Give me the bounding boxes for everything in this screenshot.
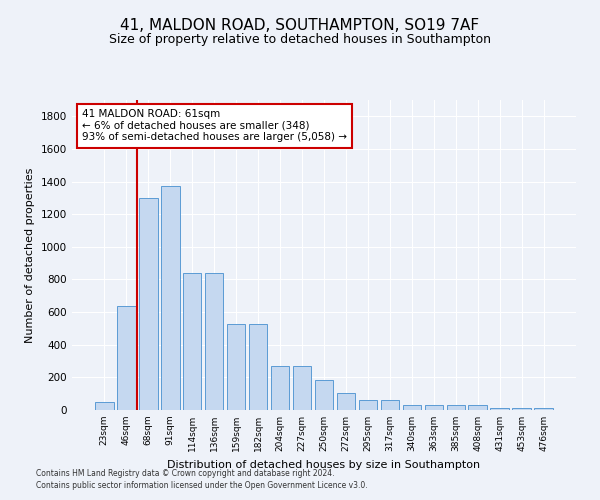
Bar — [512, 408, 531, 410]
Bar — [183, 273, 202, 410]
Bar — [227, 324, 245, 410]
Bar — [425, 405, 443, 410]
Text: Size of property relative to detached houses in Southampton: Size of property relative to detached ho… — [109, 32, 491, 46]
Text: 41, MALDON ROAD, SOUTHAMPTON, SO19 7AF: 41, MALDON ROAD, SOUTHAMPTON, SO19 7AF — [121, 18, 479, 32]
Bar — [535, 408, 553, 410]
Bar — [249, 324, 268, 410]
Bar — [293, 366, 311, 410]
Bar — [271, 366, 289, 410]
Bar — [117, 306, 136, 410]
Y-axis label: Number of detached properties: Number of detached properties — [25, 168, 35, 342]
Bar — [314, 380, 334, 410]
Text: 41 MALDON ROAD: 61sqm
← 6% of detached houses are smaller (348)
93% of semi-deta: 41 MALDON ROAD: 61sqm ← 6% of detached h… — [82, 110, 347, 142]
Bar — [161, 186, 179, 410]
Text: Contains HM Land Registry data © Crown copyright and database right 2024.: Contains HM Land Registry data © Crown c… — [36, 468, 335, 477]
Bar — [359, 400, 377, 410]
Bar — [380, 400, 399, 410]
X-axis label: Distribution of detached houses by size in Southampton: Distribution of detached houses by size … — [167, 460, 481, 469]
Bar — [337, 393, 355, 410]
Bar — [469, 406, 487, 410]
Bar — [95, 402, 113, 410]
Bar — [139, 198, 158, 410]
Bar — [490, 408, 509, 410]
Bar — [205, 273, 223, 410]
Bar — [446, 406, 465, 410]
Text: Contains public sector information licensed under the Open Government Licence v3: Contains public sector information licen… — [36, 481, 368, 490]
Bar — [403, 405, 421, 410]
